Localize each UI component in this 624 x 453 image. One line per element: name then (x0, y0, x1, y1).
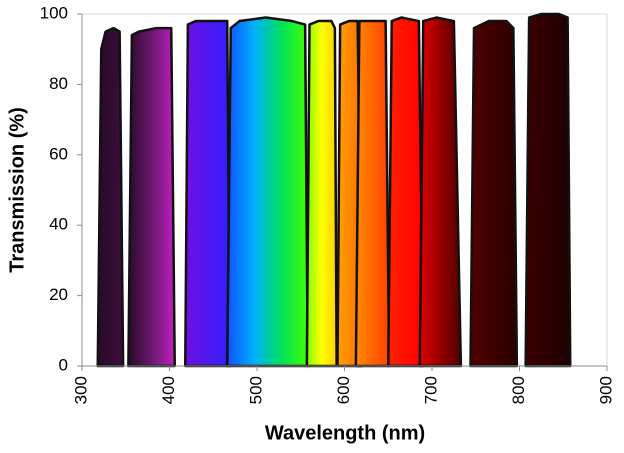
filter-band (305, 19, 338, 368)
y-tick-label: 80 (49, 74, 68, 93)
x-axis-title: Wavelength (nm) (265, 422, 425, 444)
x-tick-label: 900 (596, 376, 615, 404)
filter-band (226, 16, 309, 368)
y-tick-label: 0 (59, 355, 68, 374)
x-tick-label: 700 (421, 376, 440, 404)
filter-band (418, 16, 463, 368)
filter-band (354, 19, 391, 368)
x-tick-label: 500 (246, 376, 265, 404)
x-tick-label: 400 (159, 376, 178, 404)
filter-band (184, 19, 232, 368)
y-axis-title: Transmission (%) (6, 107, 28, 273)
x-tick-label: 800 (509, 376, 528, 404)
y-tick-label: 60 (49, 144, 68, 163)
y-tick-label: 40 (49, 215, 68, 234)
x-tick-label: 300 (71, 376, 90, 404)
y-tick-label: 100 (40, 3, 68, 22)
filter-band (387, 16, 425, 368)
x-tick-label: 600 (334, 376, 353, 404)
filter-band (96, 26, 125, 368)
filter-band (524, 12, 572, 368)
filter-band (469, 19, 519, 368)
y-tick-label: 20 (49, 285, 68, 304)
filter-band (127, 26, 176, 368)
